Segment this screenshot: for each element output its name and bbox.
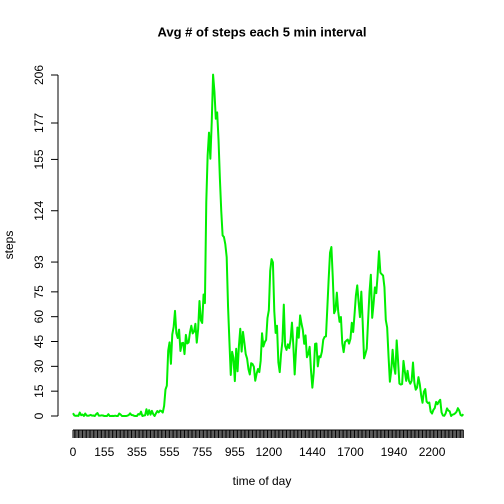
x-tick-label: 555 [160, 445, 180, 459]
y-tick-label: 45 [32, 335, 46, 349]
x-tick-label: 155 [94, 445, 114, 459]
x-tick-label: 955 [225, 445, 245, 459]
y-tick-label: 75 [32, 285, 46, 299]
y-tick-label: 124 [32, 200, 46, 220]
x-tick-label: 2200 [419, 445, 446, 459]
x-tick-label: 0 [70, 445, 77, 459]
x-tick-label: 355 [127, 445, 147, 459]
y-tick-label: 177 [32, 113, 46, 133]
x-tick-label: 1200 [255, 445, 282, 459]
x-tick-label: 1440 [299, 445, 326, 459]
y-tick-label: 15 [32, 384, 46, 398]
x-tick-label: 1940 [381, 445, 408, 459]
y-tick-label: 93 [32, 255, 46, 269]
y-tick-label: 155 [32, 149, 46, 169]
data-line [72, 73, 465, 417]
y-tick-label: 60 [32, 310, 46, 324]
y-tick-label: 0 [32, 412, 46, 419]
x-tick-label: 1700 [337, 445, 364, 459]
y-tick-label: 30 [32, 359, 46, 373]
chart-title: Avg # of steps each 5 min interval [157, 24, 366, 39]
x-axis-label: time of day [233, 474, 292, 488]
y-axis-label: steps [2, 231, 16, 260]
y-tick-label: 206 [32, 65, 46, 85]
x-tick-label: 755 [192, 445, 212, 459]
